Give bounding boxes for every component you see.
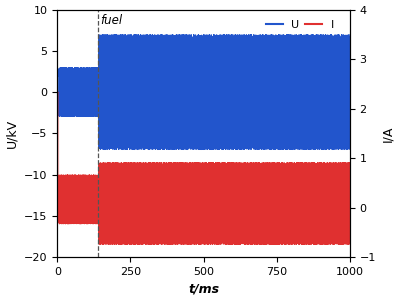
Legend: U, I: U, I	[262, 15, 338, 34]
X-axis label: t/ms: t/ms	[188, 282, 219, 296]
Y-axis label: U/kV: U/kV	[6, 119, 18, 148]
Text: fuel: fuel	[100, 14, 122, 27]
Y-axis label: I/A: I/A	[382, 125, 394, 141]
